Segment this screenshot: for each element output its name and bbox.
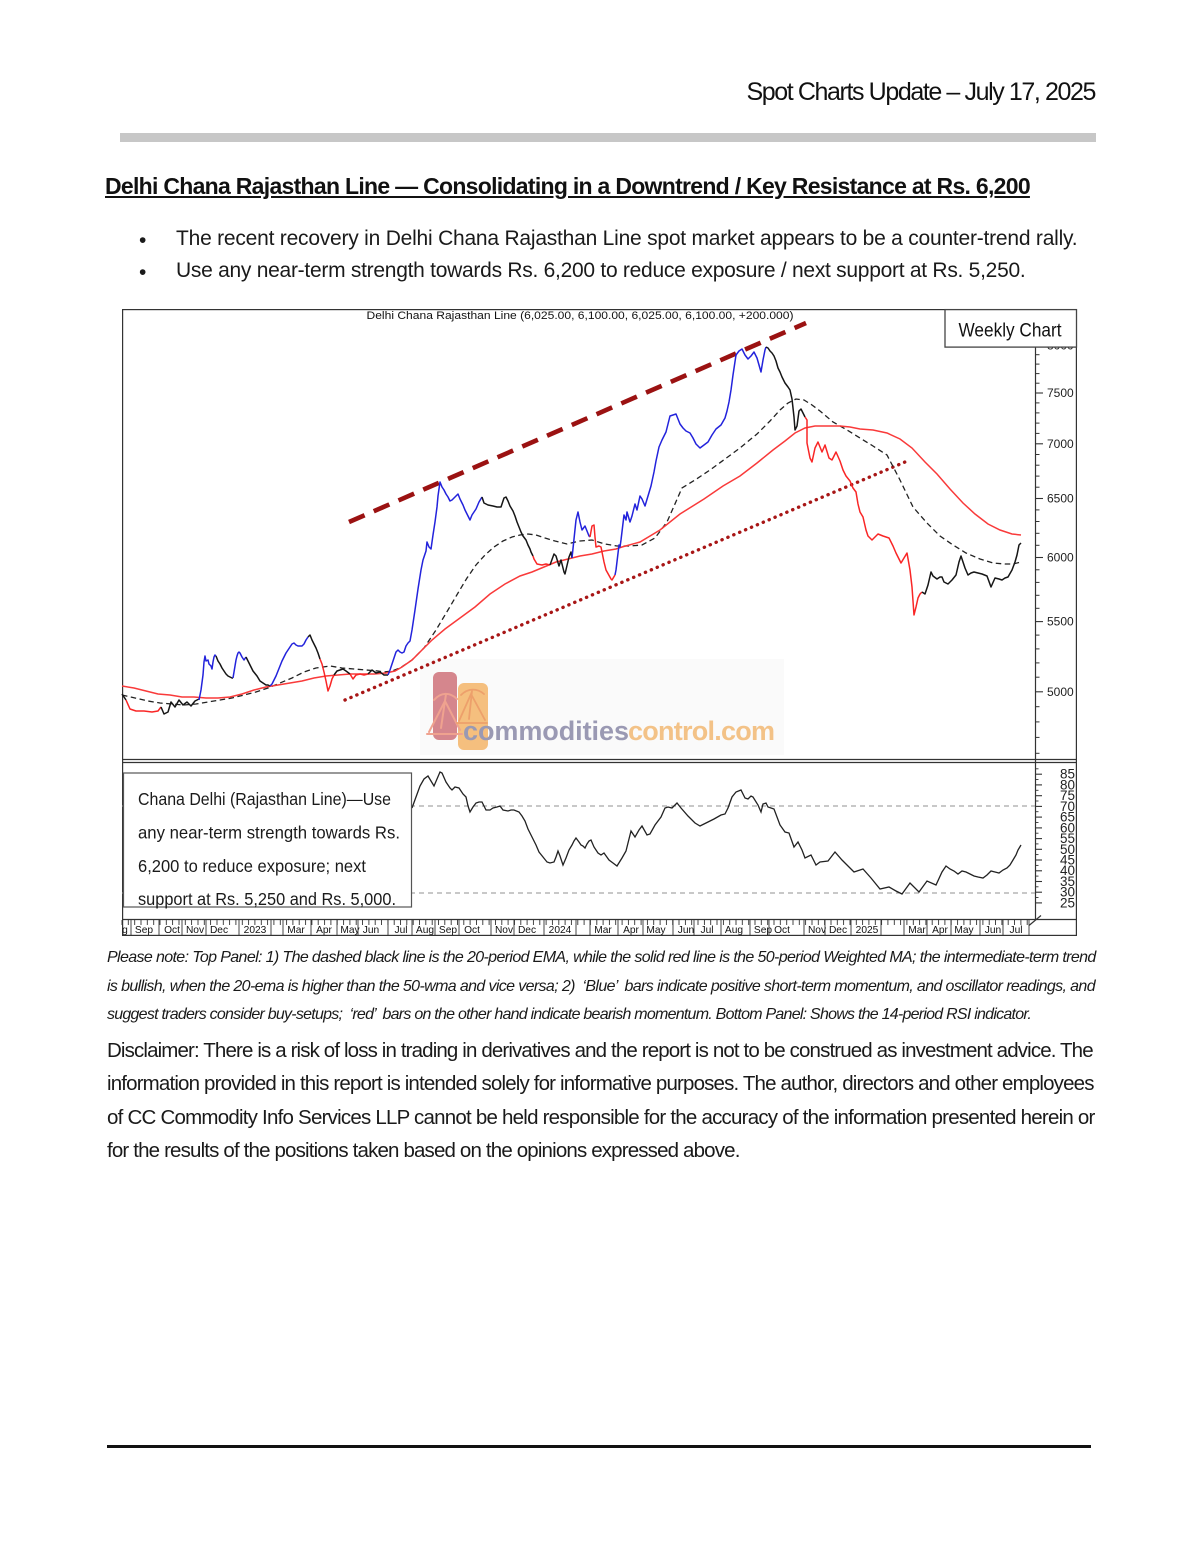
- svg-text:Dec: Dec: [210, 925, 228, 936]
- svg-text:Apr: Apr: [623, 925, 639, 936]
- svg-text:May: May: [340, 925, 360, 936]
- svg-text:7500: 7500: [1047, 386, 1074, 400]
- svg-text:35: 35: [1060, 874, 1075, 889]
- svg-text:Dec: Dec: [829, 925, 847, 936]
- svg-text:5500: 5500: [1047, 615, 1074, 629]
- svg-text:Oct: Oct: [774, 925, 790, 936]
- svg-text:Sep: Sep: [135, 925, 153, 936]
- svg-text:Nov: Nov: [495, 925, 514, 936]
- svg-text:Sep: Sep: [754, 925, 772, 936]
- svg-text:2023: 2023: [244, 925, 267, 936]
- svg-text:Sep: Sep: [439, 925, 457, 936]
- svg-text:25: 25: [1060, 895, 1075, 910]
- svg-text:80: 80: [1060, 777, 1075, 792]
- svg-text:55: 55: [1060, 831, 1075, 846]
- svg-text:Aug: Aug: [416, 925, 434, 936]
- svg-text:30: 30: [1060, 885, 1075, 900]
- svg-text:Apr: Apr: [932, 925, 948, 936]
- svg-text:2025: 2025: [856, 925, 879, 936]
- svg-text:Jul: Jul: [1009, 925, 1022, 936]
- svg-text:May: May: [954, 925, 974, 936]
- svg-text:Dec: Dec: [518, 925, 536, 936]
- svg-text:40: 40: [1060, 863, 1075, 878]
- svg-text:any near-term strength towards: any near-term strength towards Rs.: [138, 822, 400, 842]
- svg-text:Mar: Mar: [594, 925, 612, 936]
- svg-text:6,200 to reduce exposure; next: 6,200 to reduce exposure; next: [138, 856, 366, 876]
- svg-text:Jul: Jul: [394, 925, 407, 936]
- svg-text:Oct: Oct: [464, 925, 480, 936]
- svg-text:Mar: Mar: [287, 925, 305, 936]
- svg-text:Oct: Oct: [164, 925, 180, 936]
- svg-text:75: 75: [1060, 788, 1075, 803]
- svg-text:65: 65: [1060, 810, 1075, 825]
- svg-text:control.com: control.com: [628, 716, 774, 746]
- svg-text:6000: 6000: [1047, 551, 1074, 565]
- svg-text:commodities: commodities: [463, 716, 628, 746]
- svg-text:7000: 7000: [1047, 437, 1074, 451]
- svg-text:Mar: Mar: [908, 925, 926, 936]
- svg-text:60: 60: [1060, 820, 1075, 835]
- svg-text:50: 50: [1060, 842, 1075, 857]
- svg-text:6500: 6500: [1047, 492, 1074, 506]
- svg-text:45: 45: [1060, 853, 1075, 868]
- svg-text:Delhi Chana Rajasthan Line (6,: Delhi Chana Rajasthan Line (6,025.00, 6,…: [367, 310, 794, 322]
- svg-text:Nov: Nov: [808, 925, 827, 936]
- svg-text:Nov: Nov: [186, 925, 205, 936]
- svg-text:5000: 5000: [1047, 685, 1074, 699]
- svg-text:g: g: [122, 925, 128, 936]
- svg-text:2024: 2024: [549, 925, 572, 936]
- svg-text:Aug: Aug: [725, 925, 743, 936]
- svg-text:May: May: [646, 925, 666, 936]
- svg-text:Weekly Chart: Weekly Chart: [959, 321, 1063, 342]
- svg-text:Jul: Jul: [700, 925, 713, 936]
- svg-text:Apr: Apr: [316, 925, 332, 936]
- svg-text:Chana Delhi (Rajasthan Line)—U: Chana Delhi (Rajasthan Line)—Use: [138, 789, 391, 809]
- svg-text:support at Rs. 5,250 and Rs. 5: support at Rs. 5,250 and Rs. 5,000.: [138, 889, 396, 909]
- svg-text:Jun: Jun: [363, 925, 379, 936]
- svg-text:70: 70: [1060, 799, 1075, 814]
- svg-text:85: 85: [1060, 767, 1075, 782]
- svg-text:Jun: Jun: [678, 925, 694, 936]
- svg-text:Jun: Jun: [985, 925, 1001, 936]
